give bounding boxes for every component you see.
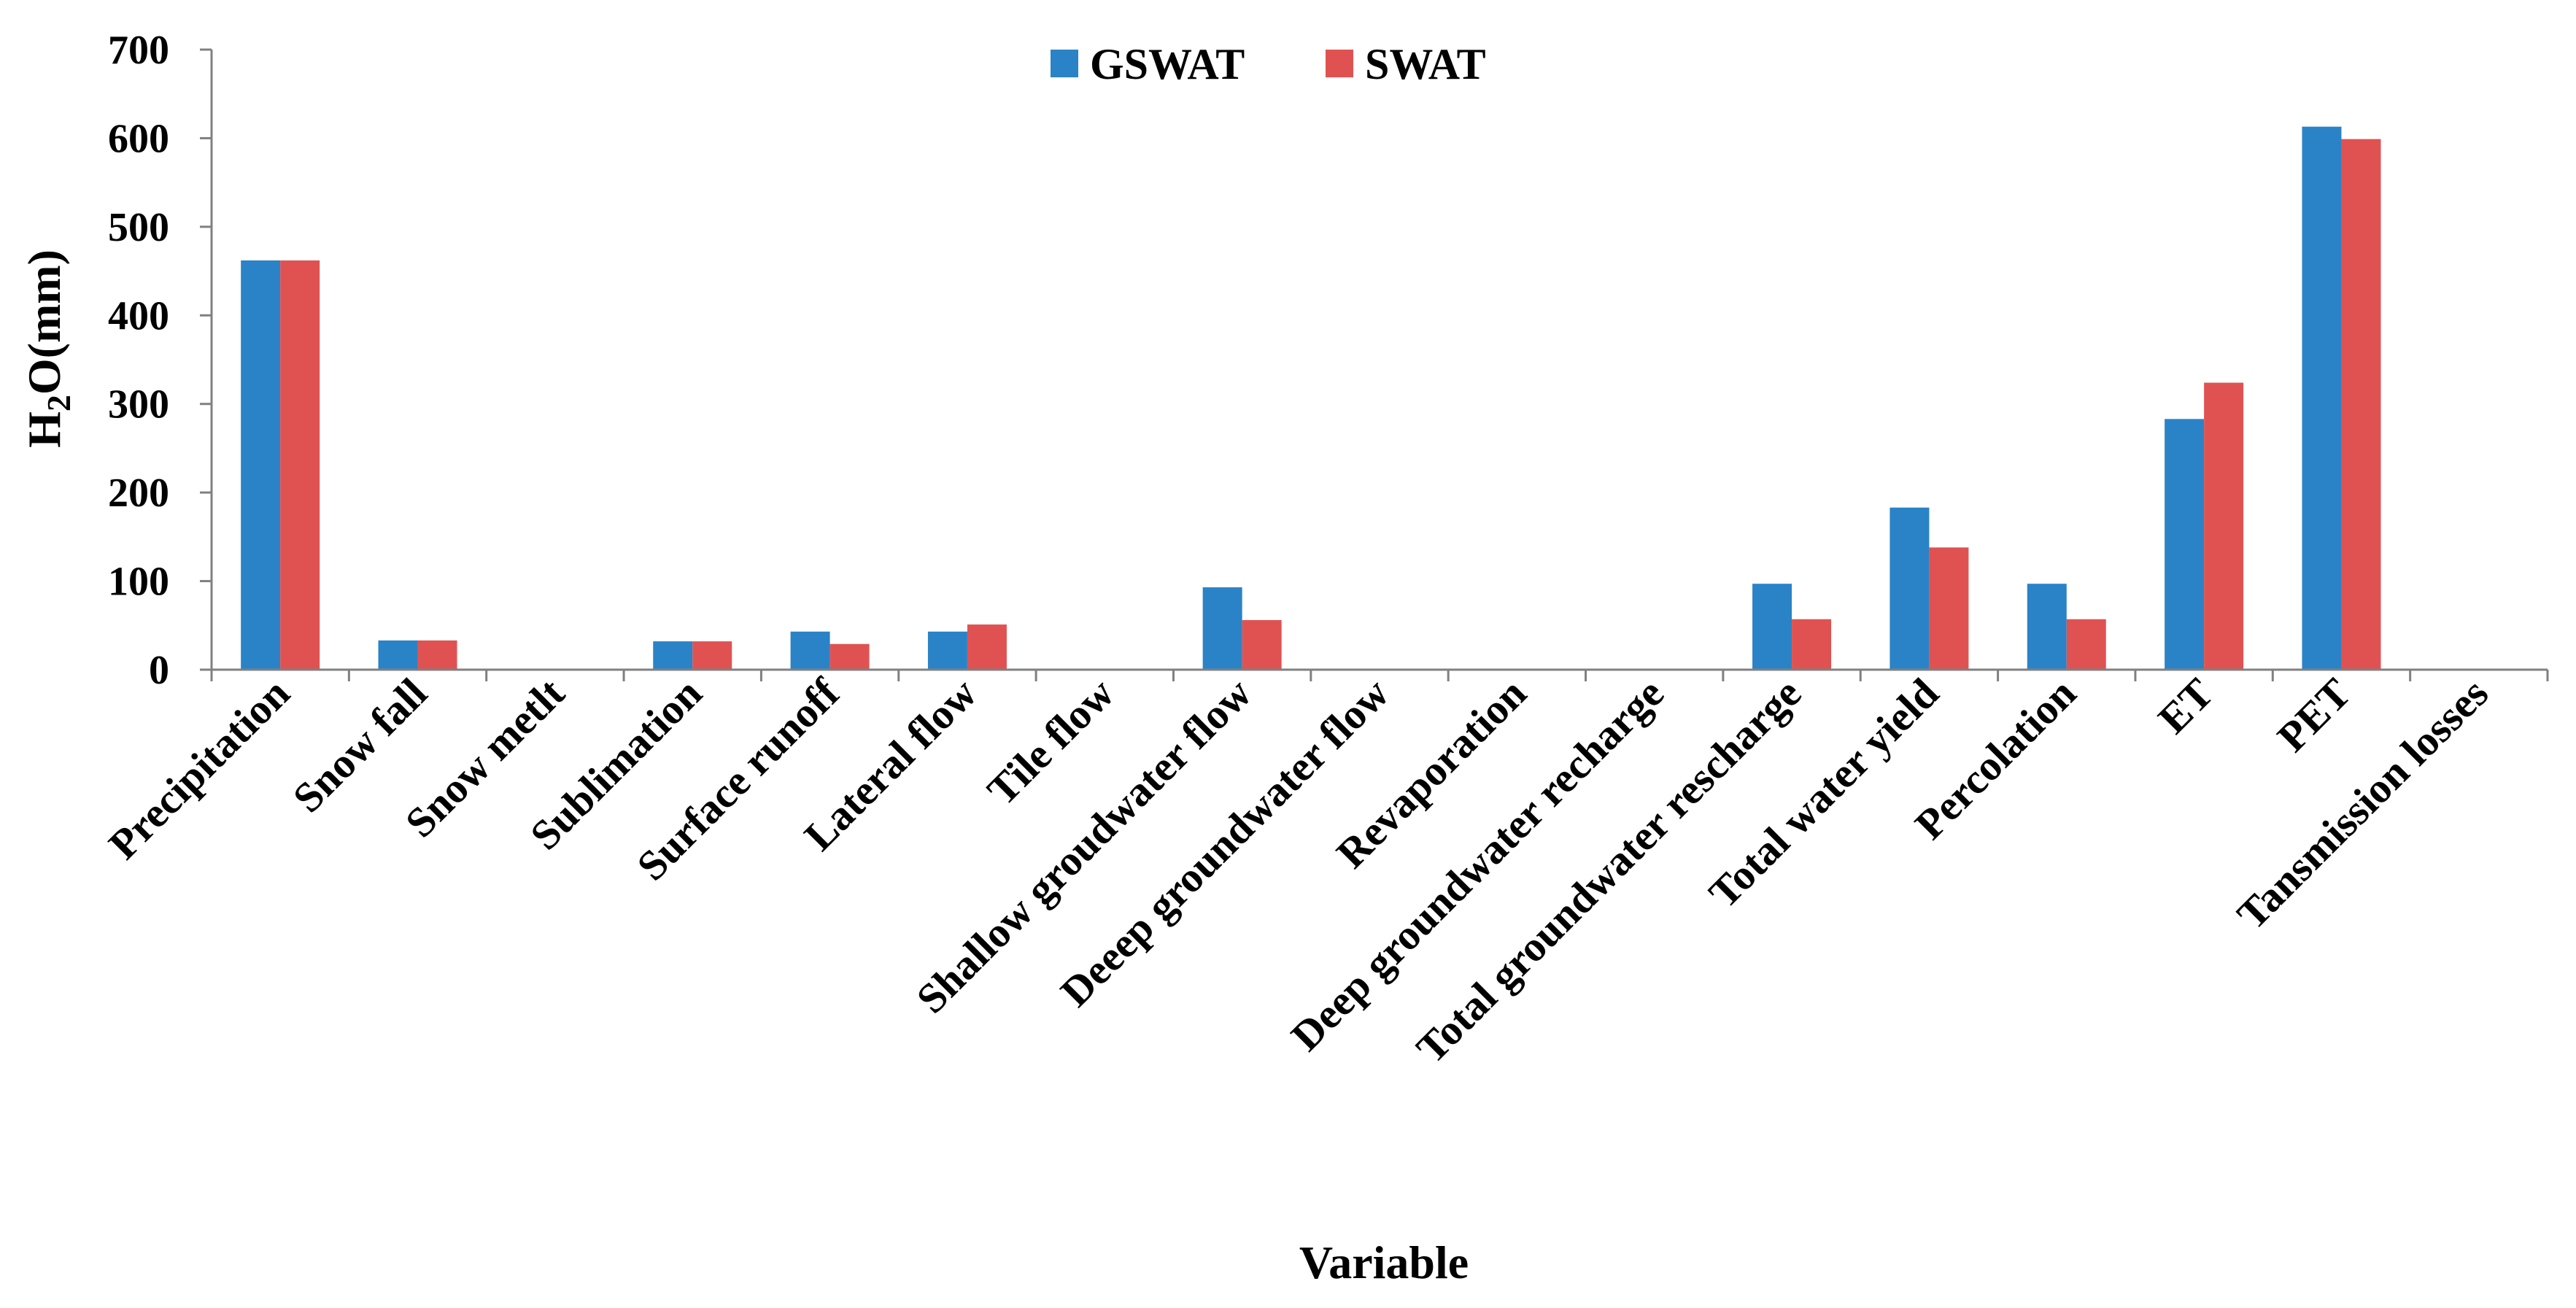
y-ticks: 0 100 200 300 400 500 600 700 — [108, 28, 212, 693]
bar-gswat-surface-runoff — [790, 631, 830, 670]
bar-gswat-shallow-groudwater-flow — [1202, 587, 1242, 670]
bar-gswat-pet — [2302, 126, 2342, 670]
y-axis-title: H2O(mm) — [18, 249, 77, 448]
legend-label-gswat: GSWAT — [1090, 40, 1245, 88]
x-tick-label: Tansmission losses — [2228, 669, 2497, 938]
x-tick-label: Tile flow — [978, 669, 1123, 814]
bar-gswat-percolation — [2027, 584, 2067, 670]
bar-gswat-precipitation — [241, 260, 281, 670]
x-tick-label: PET — [2268, 669, 2360, 761]
x-axis-title: Variable — [1299, 1237, 1469, 1288]
bar-gswat-total-groundwater-rescharge — [1752, 584, 1792, 670]
legend: GSWAT SWAT — [1051, 40, 1486, 88]
bar-swat-surface-runoff — [829, 643, 870, 670]
bar-gswat-total-water-yield — [1890, 507, 1930, 670]
y-tick-label: 700 — [108, 28, 169, 73]
y-tick-label: 500 — [108, 205, 169, 250]
bar-swat-sublimation — [692, 641, 732, 670]
y-tick-label: 600 — [108, 116, 169, 161]
x-tick-label: Precipitation — [99, 669, 298, 868]
y-tick-label: 400 — [108, 293, 169, 338]
bar-swat-snow-fall — [417, 640, 457, 670]
y-tick-label: 200 — [108, 471, 169, 516]
bar-swat-et — [2204, 382, 2244, 670]
bar-swat-total-water-yield — [1929, 547, 1969, 670]
y-tick-label: 100 — [108, 560, 169, 605]
bar-swat-percolation — [2066, 619, 2106, 670]
legend-label-swat: SWAT — [1365, 40, 1486, 88]
bar-gswat-snow-fall — [378, 640, 418, 670]
legend-swatch-gswat — [1051, 50, 1078, 77]
bars-layer — [241, 126, 2381, 670]
x-tick-label: ET — [2149, 669, 2223, 743]
bar-gswat-sublimation — [653, 641, 693, 670]
y-tick-label: 0 — [149, 648, 169, 693]
bar-swat-shallow-groudwater-flow — [1242, 620, 1282, 670]
bar-swat-precipitation — [280, 260, 320, 670]
x-ticks — [210, 670, 2549, 681]
bar-gswat-et — [2165, 419, 2205, 670]
legend-swatch-swat — [1326, 50, 1353, 77]
bar-swat-total-groundwater-rescharge — [1792, 619, 1832, 670]
y-tick-label: 300 — [108, 382, 169, 427]
bar-gswat-lateral-flow — [927, 631, 967, 670]
axes-layer — [210, 50, 2548, 671]
bar-swat-lateral-flow — [967, 624, 1007, 670]
x-tick-label: Total water yield — [1700, 669, 1948, 917]
bar-swat-pet — [2341, 139, 2381, 670]
